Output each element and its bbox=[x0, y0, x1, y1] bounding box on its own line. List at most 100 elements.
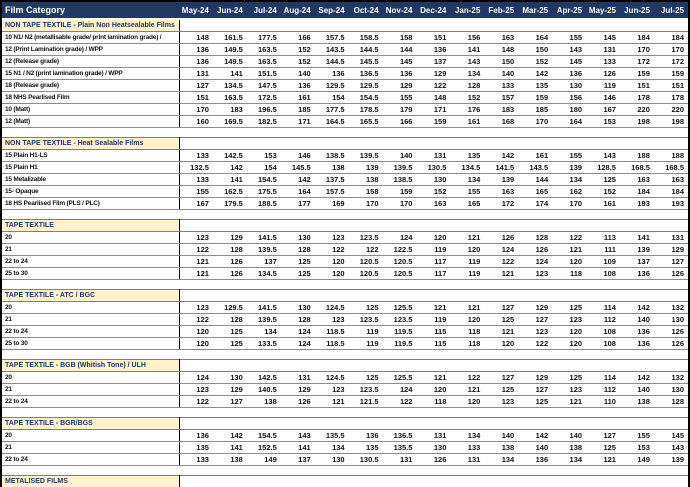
price-cell: 137.5 bbox=[314, 173, 349, 186]
price-cell: 125 bbox=[348, 371, 383, 384]
price-cell: 127 bbox=[179, 79, 213, 92]
price-cell: 137 bbox=[246, 255, 281, 268]
month-header: May-24 bbox=[179, 2, 213, 20]
price-cell: 122 bbox=[518, 337, 553, 350]
price-cell: 166 bbox=[280, 31, 315, 44]
price-cell: 140 bbox=[382, 149, 417, 162]
price-cell: 149 bbox=[619, 453, 654, 466]
price-cell: 120 bbox=[314, 255, 349, 268]
table-row: 15 N1 / N2 (print lamination grade) / WP… bbox=[2, 67, 688, 80]
table-row: 21 135 141 152.5 141 134 135 135.5 130 133 138 140 1… bbox=[2, 441, 688, 454]
price-cell: 163.5 bbox=[246, 55, 281, 68]
section-title: TAPE TEXTILE - ATC / BGC bbox=[2, 289, 180, 302]
price-cell: 139 bbox=[484, 173, 519, 186]
price-cell: 123.5 bbox=[382, 313, 417, 326]
price-cell: 198 bbox=[653, 115, 688, 128]
price-cell: 184 bbox=[619, 31, 654, 44]
price-cell: 123 bbox=[314, 313, 349, 326]
price-cell: 180 bbox=[552, 103, 587, 116]
price-cell: 128.5 bbox=[586, 161, 620, 174]
price-cell: 152 bbox=[450, 91, 485, 104]
price-cell: 138 bbox=[314, 161, 349, 174]
price-cell: 122 bbox=[179, 243, 213, 256]
price-cell: 118.5 bbox=[314, 337, 349, 350]
price-cell: 145 bbox=[552, 55, 587, 68]
price-cell: 136 bbox=[619, 337, 654, 350]
price-cell: 149.5 bbox=[212, 55, 247, 68]
price-cell: 124 bbox=[518, 255, 553, 268]
price-cell: 163 bbox=[416, 197, 451, 210]
price-cell: 120.5 bbox=[348, 255, 383, 268]
price-cell: 158 bbox=[382, 31, 417, 44]
price-cell: 134 bbox=[552, 453, 587, 466]
price-cell: 141.5 bbox=[246, 301, 281, 314]
price-cell: 123 bbox=[552, 313, 587, 326]
price-cell: 123 bbox=[484, 395, 519, 408]
month-header: Sep-24 bbox=[314, 2, 349, 20]
price-cell: 114 bbox=[586, 301, 620, 314]
row-label: 25 to 30 bbox=[2, 267, 180, 280]
price-cell: 157 bbox=[484, 91, 519, 104]
price-cell: 130.5 bbox=[416, 161, 451, 174]
table-row: 22 to 24 133 138 149 137 130 130.5 131 126 131 134… bbox=[2, 453, 688, 466]
row-label: 21 bbox=[2, 441, 180, 454]
row-label: 12 (Print Lamination grade) / WPP bbox=[2, 43, 180, 56]
row-label: 15 Metalizable bbox=[2, 173, 180, 186]
price-cell: 127 bbox=[212, 395, 247, 408]
price-cell: 118 bbox=[450, 325, 485, 338]
price-cell: 137 bbox=[280, 453, 315, 466]
price-cell: 179.5 bbox=[212, 197, 247, 210]
price-cell: 163 bbox=[653, 173, 688, 186]
price-cell: 135.5 bbox=[314, 429, 349, 442]
price-cell: 123.5 bbox=[348, 383, 383, 396]
price-cell: 128 bbox=[212, 313, 247, 326]
price-cell: 162.5 bbox=[212, 185, 247, 198]
price-cell: 121 bbox=[552, 395, 587, 408]
price-cell: 188.5 bbox=[246, 197, 281, 210]
price-cell: 126 bbox=[518, 243, 553, 256]
price-cell: 143.5 bbox=[314, 43, 349, 56]
price-cell: 129.5 bbox=[348, 79, 383, 92]
section-title: NON TAPE TEXTILE - Plain Non Heatsealabl… bbox=[2, 18, 180, 32]
row-label: 15- Opaque bbox=[2, 185, 180, 198]
price-cell: 184 bbox=[653, 185, 688, 198]
price-cell: 136 bbox=[416, 43, 451, 56]
price-cell: 139.5 bbox=[382, 161, 417, 174]
section-gap-row bbox=[2, 279, 688, 290]
table-row: 15 Plain H1-LS 133 142.5 153 146 138.5 139.5 14… bbox=[2, 149, 688, 162]
price-cell: 125 bbox=[212, 337, 247, 350]
price-cell: 172 bbox=[484, 197, 519, 210]
section-header-row: TAPE TEXTILE - BGR/BGS bbox=[2, 417, 688, 430]
row-label: 20 bbox=[2, 429, 180, 442]
price-cell: 131 bbox=[450, 453, 485, 466]
price-cell: 158 bbox=[348, 185, 383, 198]
price-cell: 126 bbox=[484, 231, 519, 244]
section-fill bbox=[179, 18, 688, 32]
table-row: 10 N1/ N2 (metallisable grade/ print lam… bbox=[2, 31, 688, 44]
price-cell: 172 bbox=[653, 55, 688, 68]
table-row: 12 (Print Lamination grade) / WPP 136 149.… bbox=[2, 43, 688, 56]
price-cell: 126 bbox=[653, 337, 688, 350]
section-title: TAPE TEXTILE bbox=[2, 219, 180, 232]
price-cell: 161 bbox=[518, 149, 553, 162]
price-cell: 130 bbox=[212, 371, 247, 384]
price-cell: 124 bbox=[179, 371, 213, 384]
price-cell: 123.5 bbox=[348, 231, 383, 244]
price-cell: 120 bbox=[416, 383, 451, 396]
price-cell: 132 bbox=[653, 371, 688, 384]
price-cell: 142 bbox=[484, 149, 519, 162]
price-cell: 220 bbox=[653, 103, 688, 116]
row-label: 18 HS Pearlised Film (PLS / PLC) bbox=[2, 197, 180, 210]
price-cell: 155 bbox=[552, 31, 587, 44]
price-cell: 136 bbox=[619, 325, 654, 338]
price-cell: 120 bbox=[179, 337, 213, 350]
price-cell: 171 bbox=[280, 115, 315, 128]
price-cell: 120 bbox=[552, 325, 587, 338]
price-cell: 170 bbox=[348, 197, 383, 210]
table-row: 25 to 30 121 126 134.5 125 120 120.5 120.5 117 11… bbox=[2, 267, 688, 280]
price-cell: 161.5 bbox=[212, 31, 247, 44]
price-cell: 142 bbox=[212, 429, 247, 442]
table-row: 12 (Release grade) 136 149.5 163.5 152 144.5 1… bbox=[2, 55, 688, 68]
row-label: 22 to 24 bbox=[2, 395, 180, 408]
section-fill bbox=[179, 475, 688, 487]
